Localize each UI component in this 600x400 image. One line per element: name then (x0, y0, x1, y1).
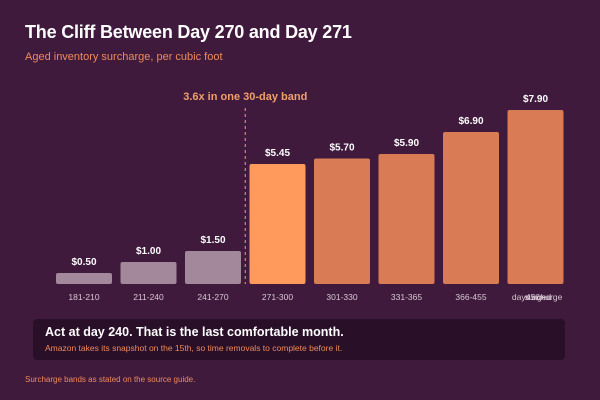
value-label-241-270: $1.50 (200, 235, 225, 246)
value-label-301-330: $5.70 (329, 142, 354, 153)
bar-366-455 (443, 132, 499, 284)
chart-subtitle: Aged inventory surcharge, per cubic foot (25, 51, 223, 63)
bar-331-365 (378, 154, 435, 284)
bar-271-300 (249, 163, 306, 284)
cliff-annotation: 3.6x in one 30-day band (183, 91, 307, 103)
callout-box: Act at day 240. That is the last comfort… (33, 319, 565, 360)
chart-title: The Cliff Between Day 270 and Day 271 (25, 22, 352, 42)
value-label-211-240: $1.00 (136, 246, 161, 257)
source-note: Surcharge bands as stated on the source … (25, 375, 196, 384)
tick-label-331-365: 331-365 (391, 292, 422, 302)
bar-181-210 (56, 272, 112, 284)
bar-241-270 (185, 250, 241, 284)
bar-301-330 (314, 158, 370, 284)
callout-headline: Act at day 240. That is the last comfort… (45, 325, 344, 339)
bar-211-240 (120, 261, 177, 284)
tick-label-211-240: 211-240 (133, 292, 164, 302)
y-axis-label: surcharge (525, 292, 563, 302)
tick-label-366-455: 366-455 (455, 292, 486, 302)
tick-label-271-300: 271-300 (262, 292, 293, 302)
value-label-366-455: $6.90 (458, 116, 483, 127)
value-label-331-365: $5.90 (394, 138, 419, 149)
x-axis-label: days aged (512, 292, 551, 302)
tick-label-301-330: 301-330 (326, 292, 357, 302)
value-label-181-210: $0.50 (71, 257, 96, 268)
tick-label-181-210: 181-210 (68, 292, 99, 302)
tick-label-456+: 456+ (526, 292, 545, 302)
tick-label-241-270: 241-270 (197, 292, 228, 302)
value-label-456+: $7.90 (523, 94, 548, 105)
bar-chart: $0.50 181-210 $1.00 211-240 $1.50 241-270 $5.4… (56, 91, 564, 302)
bar-456+ (507, 110, 564, 284)
callout-body: Amazon takes its snapshot on the 15th, s… (45, 343, 343, 353)
value-label-271-300: $5.45 (265, 148, 290, 159)
